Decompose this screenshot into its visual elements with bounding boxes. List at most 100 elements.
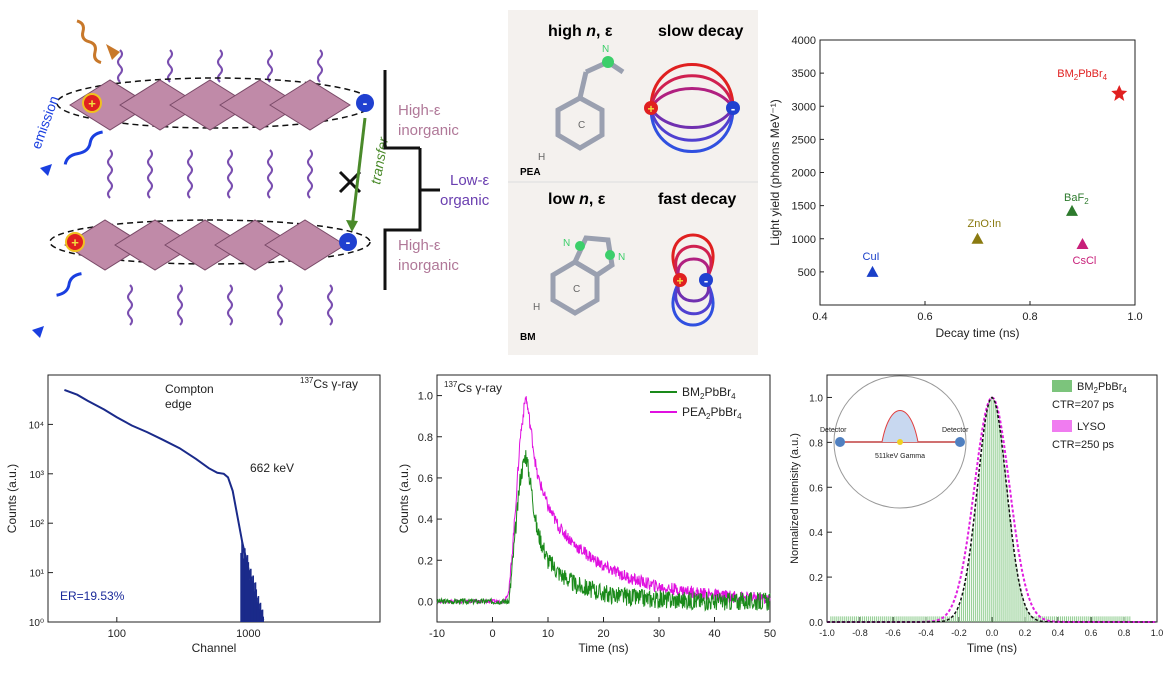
histogram-bar (1002, 449, 1004, 622)
fast-hole-icon (673, 273, 687, 287)
incident-photon-icon (76, 19, 102, 64)
y-tick-label: 2500 (792, 134, 816, 146)
histogram-bar (1054, 616, 1056, 622)
histogram-bar (852, 616, 854, 622)
histogram-bar (1046, 616, 1048, 622)
histogram-bar (856, 616, 858, 622)
y-tick-label: 0.6 (418, 473, 433, 485)
histogram-bar (1010, 522, 1012, 622)
histogram-bar (895, 616, 897, 622)
x-tick-label: 0 (489, 628, 495, 640)
er-label: ER=19.53% (60, 589, 125, 603)
histogram-bar (903, 616, 905, 622)
histogram-bar (929, 616, 931, 622)
legend-label: PEA2PbBr4 (682, 405, 742, 421)
y-tick-label: 1.0 (809, 393, 823, 404)
histogram-bar (927, 616, 929, 622)
hole-bottom-icon (65, 232, 85, 252)
plus-sign: + (647, 102, 654, 116)
inset-gamma-label: 511keV Gamma (875, 453, 925, 460)
x-tick-label: 0.4 (812, 311, 827, 323)
hole-top-icon (82, 93, 102, 113)
inset-detector-right: Detector (942, 427, 969, 434)
x-tick-label: 0.8 (1118, 628, 1131, 638)
minus-sign: - (363, 95, 368, 111)
legend-label: BM2PbBr4 (682, 385, 736, 401)
histogram-bar (1012, 538, 1014, 622)
source-label: 137Cs γ-ray (300, 376, 358, 391)
bm-fit-line (827, 396, 1156, 623)
histogram-bar (959, 605, 961, 622)
histogram-bar (988, 403, 990, 622)
histogram-bar (1081, 616, 1083, 622)
histogram-bar (1079, 616, 1081, 622)
emission-arrowhead-bottom-icon (32, 326, 44, 338)
data-point-star (1111, 85, 1128, 101)
histogram-bar (943, 616, 945, 622)
histogram-bar (1024, 603, 1026, 622)
electron-bottom-icon (339, 233, 357, 251)
legend-swatch (1052, 380, 1072, 392)
point-label-part: BM (1057, 68, 1074, 80)
source-label-part: Cs γ-ray (457, 381, 502, 395)
legend-label-part: BM (682, 385, 700, 399)
plus-sign: + (71, 235, 79, 250)
nitrogen-atom-icon (605, 250, 615, 260)
source-label-part: Cs γ-ray (313, 377, 358, 391)
histogram-bar (1020, 588, 1022, 622)
organic-chains-top (117, 49, 323, 83)
high-n-eps-title: high n, ε (548, 23, 613, 40)
decay-series-line (436, 396, 771, 607)
histogram-bar (1061, 616, 1064, 622)
histogram-bar (1018, 579, 1020, 622)
x-tick-label: 0.8 (1022, 311, 1037, 323)
histogram-bar (1125, 616, 1127, 622)
histogram-bar (1097, 616, 1099, 622)
ctr-value: CTR=207 ps (1052, 399, 1115, 411)
histogram-bar (966, 571, 969, 622)
histogram-bar (972, 527, 974, 622)
inorganic-bottom-label: inorganic (398, 257, 459, 274)
histogram-bar (1028, 612, 1030, 622)
y-tick-label: 0.0 (418, 596, 433, 608)
bracket-top (383, 70, 420, 150)
x-axis-label: Decay time (ns) (935, 326, 1019, 340)
y-tick-label: 1.0 (418, 391, 433, 403)
histogram-bar (899, 616, 901, 622)
histogram-bar (869, 616, 871, 622)
histogram-bar (1127, 616, 1129, 622)
histogram-bar (1065, 616, 1068, 622)
y-tick-label: 0.4 (809, 528, 823, 539)
pet-inset-icon: Detector Detector 511keV Gamma (820, 375, 969, 509)
legend-label-part: PbBr (704, 385, 731, 399)
y-tick-label: 500 (798, 267, 816, 279)
histogram-bar (1085, 616, 1087, 622)
organic-label: organic (440, 192, 490, 209)
histogram-bar (1038, 616, 1040, 622)
compton-edge-label: edge (165, 397, 192, 411)
histogram-bar (838, 616, 840, 622)
y-tick-label: 0.0 (809, 618, 823, 629)
histogram-bar (1059, 616, 1062, 622)
atom-c-label: C (578, 120, 585, 131)
fast-decay-title: fast decay (658, 191, 736, 208)
histogram-bar (992, 397, 994, 622)
histogram-bar (891, 616, 893, 622)
emission-arrowhead-icon (40, 164, 52, 176)
legend-label-part: 2 (700, 392, 705, 401)
histogram-bar (974, 510, 976, 622)
x-tick-label: 100 (108, 628, 126, 640)
histogram-bar (1075, 616, 1077, 622)
x-axis-label: Channel (192, 641, 237, 655)
histogram-bar (875, 616, 877, 622)
histogram-bar (846, 616, 848, 622)
histogram-bar (1067, 616, 1069, 622)
x-tick-label: -10 (429, 628, 445, 640)
histogram-bar (1089, 616, 1091, 622)
data-point-triangle (1066, 204, 1078, 216)
histogram-bar (861, 616, 864, 622)
histogram-bar (1095, 616, 1097, 622)
pea-label: PEA (520, 167, 541, 178)
y-axis-label: Light yield (photons MeV⁻¹) (768, 99, 782, 245)
x-tick-label: 1000 (236, 628, 260, 640)
